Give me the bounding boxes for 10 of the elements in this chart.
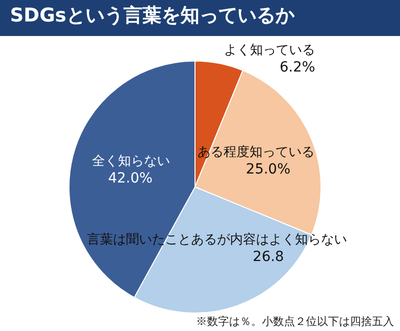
chart-title: SDGsという言葉を知っているか: [10, 4, 296, 26]
slice-label: ある程度知っている: [197, 144, 314, 160]
data-label: 26.8: [252, 249, 284, 266]
data-label: 42.0%: [108, 170, 153, 187]
slice-label: よく知っている: [224, 42, 316, 58]
text: ※数字は％。小数点２位以下は四捨五入: [196, 315, 394, 328]
data-label: 25.0%: [246, 162, 290, 178]
slice-label: 全く知らない: [92, 154, 170, 170]
slice-label: 言葉は聞いたことあるが内容はよく知らない: [86, 232, 347, 248]
data-label: 6.2%: [280, 59, 316, 76]
